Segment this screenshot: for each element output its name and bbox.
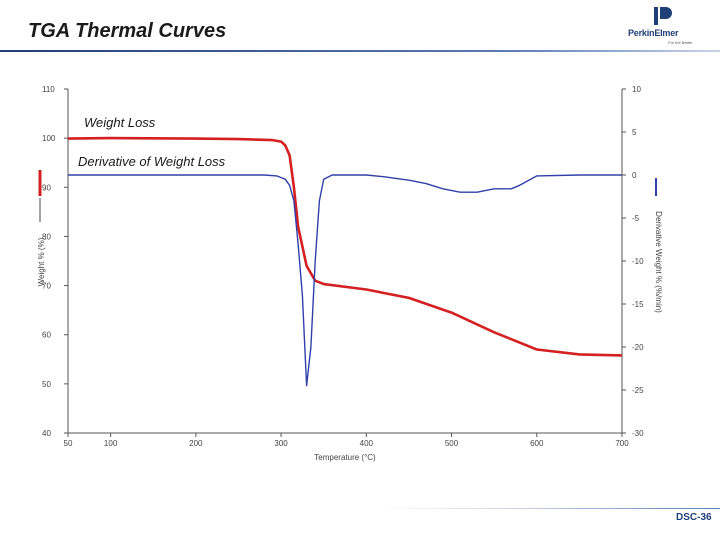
axes-layer — [67, 89, 623, 434]
series-label-weight-loss: Weight Loss — [84, 115, 156, 130]
y-tick-label: 40 — [42, 429, 51, 438]
y2-tick-label: -30 — [632, 429, 644, 438]
x-tick-label: 400 — [360, 439, 374, 448]
x-tick-label: 200 — [189, 439, 203, 448]
y-tick-label: 100 — [42, 134, 56, 143]
y2-tick-label: -25 — [632, 386, 644, 395]
y2-tick-label: -10 — [632, 257, 644, 266]
x-tick-label: 300 — [274, 439, 288, 448]
x-tick-label: 700 — [615, 439, 629, 448]
series-layer — [67, 136, 623, 387]
y2-tick-label: -5 — [632, 214, 640, 223]
series-line-weight-loss — [67, 136, 623, 357]
y-tick-label: 70 — [42, 282, 51, 291]
y-tick-label: 90 — [42, 183, 51, 192]
title-underline — [0, 50, 720, 52]
logo-mark-icon — [654, 7, 672, 25]
ticks-layer: 50 100 200 300 400 500 600 70040506070809010011… — [42, 85, 644, 448]
x-axis-label: Temperature (°C) — [314, 453, 376, 462]
x-tick-label: 100 — [104, 439, 118, 448]
y2-axis-label: Derivative Weight % (%/min) — [654, 211, 663, 313]
company-logo: PerkinElmer For the Better — [628, 6, 714, 48]
tga-chart: 50 100 200 300 400 500 600 70040506070809010011… — [37, 85, 663, 462]
y-tick-label: 50 — [42, 380, 51, 389]
x-tick-label: 50 — [64, 439, 73, 448]
y2-tick-label: -15 — [632, 300, 644, 309]
y-axis-label: Weight % (%) — [37, 237, 46, 286]
x-tick-label: 500 — [445, 439, 459, 448]
y-tick-label: 80 — [42, 232, 51, 241]
y2-tick-label: 5 — [632, 128, 637, 137]
slide-number: DSC-36 — [676, 512, 712, 523]
y2-tick-label: 0 — [632, 171, 637, 180]
footer-rule — [380, 508, 720, 509]
series-line-derivative — [68, 174, 622, 387]
y2-tick-label: 10 — [632, 85, 641, 94]
series-label-derivative: Derivative of Weight Loss — [78, 154, 226, 169]
slide-title: TGA Thermal Curves — [28, 20, 227, 42]
x-tick-label: 600 — [530, 439, 544, 448]
logo-name: PerkinElmer — [628, 28, 679, 38]
y2-tick-label: -20 — [632, 343, 644, 352]
logo-tagline: For the Better — [668, 40, 693, 45]
y-tick-label: 110 — [42, 85, 55, 94]
y-tick-label: 60 — [42, 331, 51, 340]
